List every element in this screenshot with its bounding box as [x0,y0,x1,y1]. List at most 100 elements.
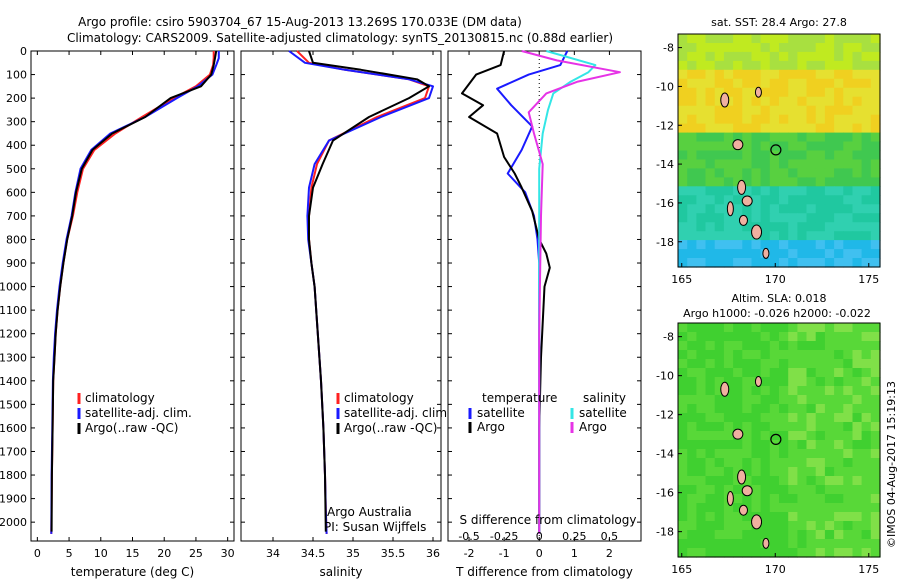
sst_map-heat-cell [834,213,844,223]
sla_map-heat-cell [696,521,707,531]
sla_map-heat-cell [815,548,826,558]
sla_map-heat-cell [687,458,697,468]
sst_map-heat-cell [779,34,789,44]
sla_map-heat-cell [824,530,835,540]
sla_map-heat-cell [852,539,863,549]
sla_map-heat-cell [779,539,789,549]
sla_map-heat-cell [861,521,872,531]
sst_map-heat-cell [687,177,697,187]
sla_map-heat-cell [687,548,697,558]
sla_map-heat-cell [797,458,808,468]
sst_map-heat-cell [705,204,716,214]
sst_map-heat-cell [751,159,762,170]
sla_map-heat-cell [760,440,771,450]
sla_map-heat-cell [678,377,688,387]
sst_map-heat-cell [733,222,743,232]
sla_map-heat-cell [861,395,872,405]
sst_map-heat-cell [723,69,734,80]
salinity-annotation: PI: Susan Wijffels [324,520,426,534]
sla_map-heat-cell [834,395,844,405]
sla_map-heat-cell [687,485,697,495]
sst_map-heat-cell [843,213,854,223]
sst_map-heat-cell [861,78,872,89]
sst_map-heat-cell [852,231,863,241]
sla_map-heat-cell [788,368,798,378]
sla_map-heat-cell [779,467,789,477]
sla_map-heat-cell [870,422,881,432]
sst_map-heat-cell [678,240,688,250]
sla_map-heat-cell [687,386,697,396]
sla_map-heat-cell [751,503,762,513]
sst_map-heat-cell [806,132,817,143]
sst_map-heat-cell [723,177,734,187]
difference-xtick-label: 2 [606,547,613,560]
sla_map-heat-cell [705,386,716,396]
sst_map-heat-cell [843,132,854,143]
sst_map-heat-cell [797,60,808,71]
sla_map-heat-cell [714,431,725,441]
sla_map-heat-cell [806,440,817,450]
sst_map-heat-cell [815,213,826,223]
sla_map-heat-cell [733,377,743,387]
sla_map-heat-cell [705,512,716,522]
sst_map-heat-cell [760,150,771,161]
sla_map-heat-cell [815,476,826,486]
sst_map-heat-cell [769,195,780,205]
sst_map-heat-cell [742,231,753,241]
sst_map-heat-cell [815,123,826,134]
sst_map-heat-cell [687,195,697,205]
sla_map-heat-cell [769,458,780,468]
sla_map-heat-cell [705,494,716,504]
sla_map-heat-cell [714,503,725,513]
sst_map-heat-cell [779,231,789,241]
sst_map-heat-cell [815,78,826,89]
sla_map-heat-cell [797,548,808,558]
sst_map-heat-cell [834,34,844,44]
sla_map-heat-cell [678,548,688,558]
sst_map-heat-cell [742,43,753,53]
sst_map-heat-cell [861,150,872,161]
sst_map-heat-cell [834,87,844,98]
sla_map-heat-cell [696,359,707,369]
sst_map-heat-cell [687,123,697,134]
sst_map-heat-cell [742,177,753,187]
sst_map-heat-cell [687,204,697,214]
temperature-ytick-label: 0 [20,45,27,58]
temperature-ytick-label: 500 [6,163,27,176]
sla_map-heat-cell [779,449,789,459]
sla_map-heat-cell [733,494,743,504]
sla_map-heat-cell [769,323,780,333]
sla_map-heat-cell [824,404,835,414]
sst_map-heat-cell [824,141,835,152]
sst_map-heat-cell [824,105,835,116]
sla_map-heat-cell [815,377,826,387]
sla_map-heat-cell [678,350,688,360]
sla_map-heat-cell [815,368,826,378]
sst_map-heat-cell [815,51,826,62]
sst_map-heat-cell [779,141,789,152]
sst_map-heat-cell [714,213,725,223]
sst_map-heat-cell [797,141,808,152]
sst_map-heat-cell [870,43,881,53]
sla_map-heat-cell [861,530,872,540]
sst_map-heat-cell [696,204,707,214]
temperature-ytick-label: 1200 [0,328,27,341]
sla_map-heat-cell [751,458,762,468]
sla_map-heat-cell [769,503,780,513]
sla_map-heat-cell [788,440,798,450]
sst_map-heat-cell [678,186,688,196]
sst_map-heat-cell [861,43,872,53]
sla_map-heat-cell [696,431,707,441]
temperature-ytick-label: 400 [6,139,27,152]
sst_map-heat-cell [696,150,707,161]
sla_map-heat-cell [824,539,835,549]
sst_map-heat-cell [788,114,798,125]
sla_map-heat-cell [870,521,881,531]
sst_map-heat-cell [751,114,762,125]
sla_map-heat-cell [834,332,844,342]
sla_map-heat-cell [824,440,835,450]
sla_map-heat-cell [870,539,881,549]
sla_map-heat-cell [769,350,780,360]
sst_map-heat-cell [687,105,697,116]
sla_map-heat-cell [714,350,725,360]
